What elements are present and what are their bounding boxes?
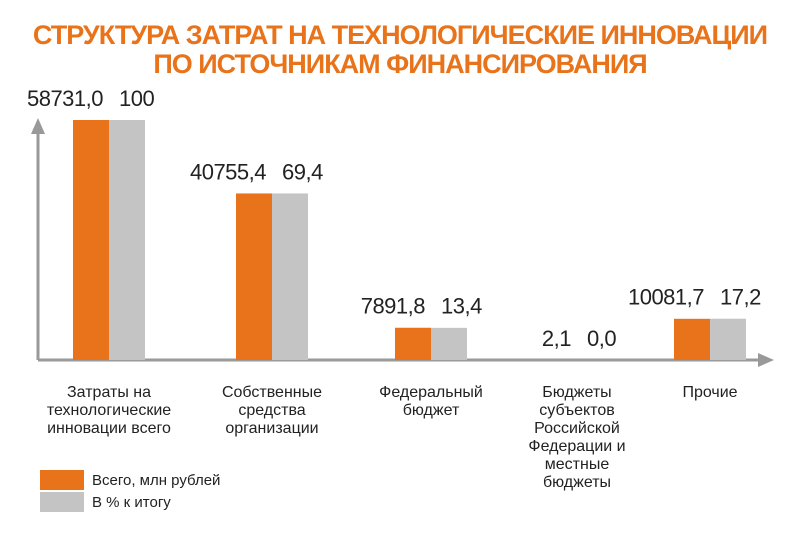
bar bbox=[236, 193, 272, 360]
value-label: 7891,8 bbox=[361, 294, 426, 319]
value-label: 0,0 bbox=[587, 326, 616, 351]
legend-swatch bbox=[40, 470, 84, 490]
value-label: 17,2 bbox=[720, 285, 761, 310]
bar bbox=[109, 120, 145, 360]
value-label: 2,1 bbox=[542, 326, 571, 351]
value-label: 13,4 bbox=[441, 294, 482, 319]
bar bbox=[73, 120, 109, 360]
value-label: 40755,4 bbox=[190, 159, 266, 184]
y-axis-arrow bbox=[31, 118, 45, 134]
value-label: 10081,7 bbox=[628, 285, 704, 310]
bar bbox=[272, 193, 308, 360]
x-tick-label: Бюджеты субъектов Российской Федерации и… bbox=[528, 384, 626, 491]
bar bbox=[674, 318, 710, 360]
x-tick-label: Прочие bbox=[682, 384, 738, 401]
x-tick-label: Федеральный бюджет bbox=[379, 384, 483, 419]
x-tick-label: Собственные средства организации bbox=[221, 384, 323, 437]
legend-swatch bbox=[40, 492, 84, 512]
chart-title: СТРУКТУРА ЗАТРАТ НА ТЕХНОЛОГИЧЕСКИЕ ИННО… bbox=[33, 20, 767, 50]
legend-label: Всего, млн рублей bbox=[92, 472, 220, 489]
bar bbox=[431, 327, 467, 360]
value-label: 100 bbox=[119, 86, 154, 111]
bar bbox=[395, 327, 431, 360]
chart-title: ПО ИСТОЧНИКАМ ФИНАНСИРОВАНИЯ bbox=[153, 49, 646, 79]
bar bbox=[710, 318, 746, 360]
x-axis-arrow bbox=[758, 353, 774, 367]
value-label: 69,4 bbox=[282, 159, 323, 184]
x-tick-label: Затраты на технологические инновации все… bbox=[46, 384, 172, 437]
value-label: 58731,0 bbox=[27, 86, 103, 111]
legend-label: В % к итогу bbox=[92, 494, 171, 511]
